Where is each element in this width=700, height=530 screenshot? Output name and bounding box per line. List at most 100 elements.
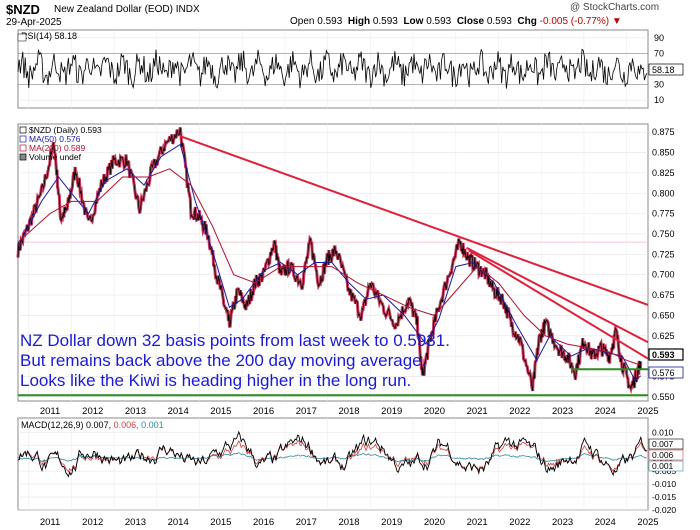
macd-frame	[17, 417, 649, 511]
trendline-2	[466, 246, 649, 344]
chart-date: 29-Apr-2025	[6, 17, 62, 28]
year-label: 2018	[338, 406, 359, 417]
price-panel: 0.875 0.850 0.825 0.800 0.775 0.750 0.725 0.700…	[16, 123, 684, 402]
ma200-line	[17, 168, 641, 366]
year-label: 2020	[424, 517, 445, 528]
price-tick-label: 0.750	[652, 229, 675, 239]
year-label: 2020	[424, 406, 445, 417]
macd-value-3: 0.001	[141, 420, 164, 430]
year-label: 2022	[509, 406, 530, 417]
macd-label: MACD(12,26,9)	[21, 420, 84, 430]
rsi-label: RSI(14)	[21, 31, 52, 41]
rsi-tick-label: 30	[654, 80, 664, 90]
macd-line	[17, 430, 647, 478]
year-label: 2012	[82, 406, 103, 417]
year-label: 2013	[125, 406, 146, 417]
year-label: 2013	[125, 517, 146, 528]
high-value: 0.593	[372, 16, 398, 27]
year-axis-top: 2011 2012 2013 2014 2015 2016 2017 2018 2019 2020…	[40, 406, 659, 417]
price-tick-label: 0.625	[652, 331, 675, 341]
price-tick-label: 0.875	[652, 127, 675, 137]
year-label: 2017	[296, 517, 317, 528]
legend-entry: MA(200) 0.589	[29, 143, 85, 153]
year-label: 2019	[381, 517, 402, 528]
price-tick-labels: 0.875 0.850 0.825 0.800 0.775 0.750 0.725 0.700…	[652, 127, 675, 402]
year-label: 2024	[595, 517, 616, 528]
instrument-title: New Zealand Dollar (EOD)	[54, 4, 173, 15]
year-label: 2014	[168, 406, 189, 417]
macd-badge-1-text: 0.007	[652, 439, 674, 449]
legend-swatch	[19, 135, 27, 143]
rsi-badge-text: 58.18	[652, 65, 675, 75]
macd-panel: 0.0100.0050.000-0.005-0.010-0.015-0.020 …	[17, 417, 684, 515]
price-tick-label: 0.550	[652, 392, 675, 402]
price-tick-label: 0.775	[652, 209, 675, 219]
price-tick-label: 0.700	[652, 270, 675, 280]
instrument-name: New Zealand Dollar (EOD) INDX	[54, 4, 200, 15]
year-label: 2015	[210, 517, 231, 528]
legend-entry: Volume undef	[29, 152, 82, 162]
year-label: 2016	[253, 517, 274, 528]
rsi-value: 58.18	[55, 31, 78, 41]
year-label: 2021	[467, 406, 488, 417]
chg-value: -0.005 (-0.77%)	[539, 16, 610, 27]
macd-value-2: 0.006,	[114, 420, 139, 430]
macd-badge-3-text: 0.001	[652, 461, 674, 471]
price-tick-label: 0.725	[652, 249, 675, 259]
ma50-badge	[648, 366, 684, 379]
year-label: 2025	[637, 517, 658, 528]
year-label: 2011	[40, 406, 60, 417]
annotation-line: Looks like the Kiwi is heading higher in…	[20, 371, 411, 390]
ohlc-readout: Open 0.593 High 0.593 Low 0.593 Close 0.…	[290, 16, 622, 27]
open-value: 0.593	[317, 16, 343, 27]
close-label: Close	[456, 16, 485, 27]
price-series	[16, 127, 649, 397]
legend-swatch	[19, 153, 27, 161]
low-value: 0.593	[426, 16, 452, 27]
legend-swatch	[19, 126, 27, 134]
ma50-badge-text: 0.576	[652, 368, 675, 378]
year-label: 2022	[509, 517, 530, 528]
rsi-tick-label: 70	[654, 48, 664, 58]
legend-entry: MA(50) 0.576	[29, 134, 81, 144]
macd-tick-label: -0.015	[652, 492, 676, 502]
trendline-1	[179, 135, 649, 306]
year-label: 2016	[253, 406, 274, 417]
trendline-3	[468, 249, 649, 360]
rsi-tick-label: 10	[654, 95, 664, 105]
price-line	[17, 127, 642, 391]
price-gridlines	[18, 124, 648, 401]
ma50-line	[17, 143, 642, 382]
price-tick-label: 0.850	[652, 148, 675, 158]
annotation-line: But remains back above the 200 day movin…	[20, 351, 426, 370]
year-label: 2012	[82, 517, 103, 528]
rsi-legend: RSI(14) 58.18	[21, 31, 77, 41]
year-label: 2011	[40, 517, 60, 528]
year-label: 2019	[381, 406, 402, 417]
rsi-line	[17, 48, 648, 90]
open-label: Open	[290, 16, 315, 27]
year-label: 2023	[552, 517, 573, 528]
price-tick-label: 0.825	[652, 168, 675, 178]
macd-legend: MACD(12,26,9) 0.007, 0.006, 0.001	[21, 420, 164, 430]
annotation-text: NZ Dollar down 32 basis points from last…	[20, 331, 450, 390]
macd-badge-2-text: 0.006	[652, 450, 674, 460]
rsi-panel: 9070503010 RSI(14) 58.18 58.18	[17, 29, 684, 109]
macd-badge-3	[648, 460, 684, 472]
year-label: 2024	[595, 406, 616, 417]
copyright: @ StockCharts.com	[570, 2, 660, 13]
legend-entry: $NZD (Daily) 0.593	[29, 125, 102, 135]
macd-badge-1	[648, 438, 684, 450]
annotation-line: NZ Dollar down 32 basis points from last…	[20, 331, 450, 350]
year-label: 2015	[210, 406, 231, 417]
rsi-badge	[648, 63, 684, 76]
macd-tick-label: -0.010	[652, 479, 676, 489]
price-frame	[17, 123, 649, 402]
exchange: INDX	[175, 4, 200, 15]
year-label: 2023	[552, 406, 573, 417]
macd-tick-label: -0.020	[652, 505, 676, 515]
rsi-legend-swatch	[17, 33, 27, 42]
price-tick-label: 0.800	[652, 188, 675, 198]
